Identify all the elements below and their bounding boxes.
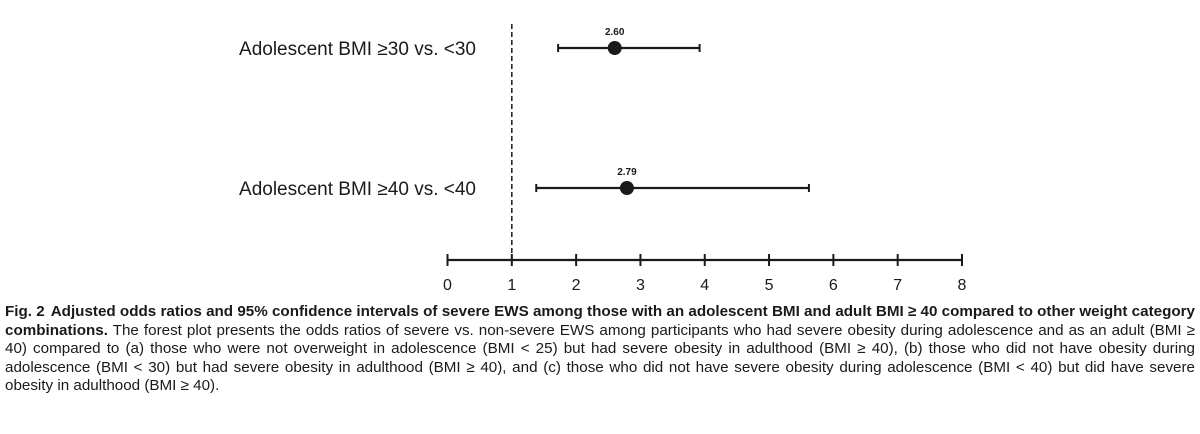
- x-tick-label: 3: [636, 277, 645, 294]
- x-tick-label: 4: [700, 277, 709, 294]
- figure-title: Adjusted odds ratios and 95% confidence …: [5, 303, 1195, 339]
- figure-caption-body: The forest plot presents the odds ratios…: [5, 321, 1195, 395]
- odds-ratio-point: [619, 181, 634, 195]
- x-tick-label: 8: [958, 277, 967, 294]
- figure-number: Fig. 2: [5, 303, 45, 320]
- x-tick-label: 2: [572, 277, 581, 294]
- odds-ratio-label: 2.79: [617, 167, 637, 178]
- figure-caption: Fig. 2 Adjusted odds ratios and 95% confi…: [5, 303, 1195, 396]
- x-tick-label: 5: [765, 277, 774, 294]
- x-tick-label: 0: [443, 277, 452, 294]
- x-tick-label: 7: [893, 277, 902, 294]
- odds-ratio-point: [607, 41, 622, 55]
- row-label: Adolescent BMI ≥30 vs. <30: [239, 39, 476, 60]
- x-tick-label: 1: [507, 277, 516, 294]
- odds-ratio-label: 2.60: [605, 27, 625, 38]
- row-label: Adolescent BMI ≥40 vs. <40: [239, 179, 476, 200]
- forest-plot: 0 1 2 3 4 5 6 7 8 Adolescent BMI ≥30 vs. <30 2.60 A…: [239, 24, 967, 294]
- x-tick-label: 6: [829, 277, 838, 294]
